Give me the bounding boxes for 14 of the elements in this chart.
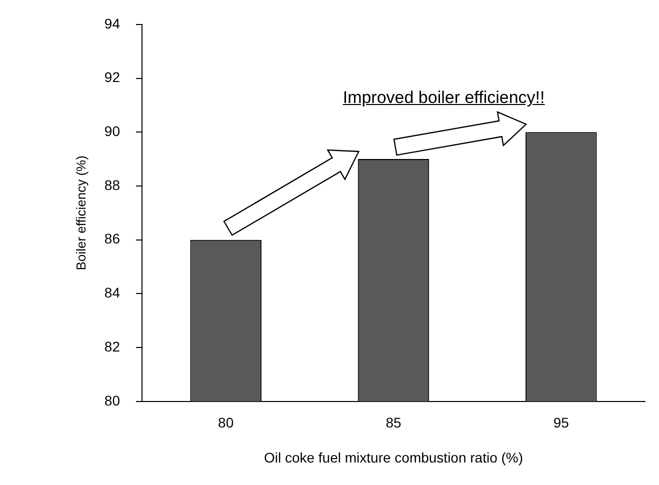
x-axis-title: Oil coke fuel mixture combustion ratio (%): [264, 449, 524, 466]
y-tick-label: 88: [104, 176, 120, 193]
y-axis-title: Boiler efficiency (%): [73, 156, 88, 270]
y-tick-label: 86: [104, 230, 120, 247]
y-tick-label: 90: [104, 122, 120, 139]
y-tick-label: 84: [104, 284, 120, 301]
annotation: Improved boiler efficiency!!: [342, 88, 545, 108]
x-tick-label: 80: [218, 414, 234, 431]
y-tick-label: 82: [104, 338, 120, 354]
y-tick-label: 94: [104, 15, 120, 32]
y-tick-label: 92: [104, 69, 120, 86]
y-tick-label: 80: [104, 392, 120, 408]
x-tick-label: 95: [553, 414, 570, 431]
x-tick-label: 85: [386, 414, 402, 431]
